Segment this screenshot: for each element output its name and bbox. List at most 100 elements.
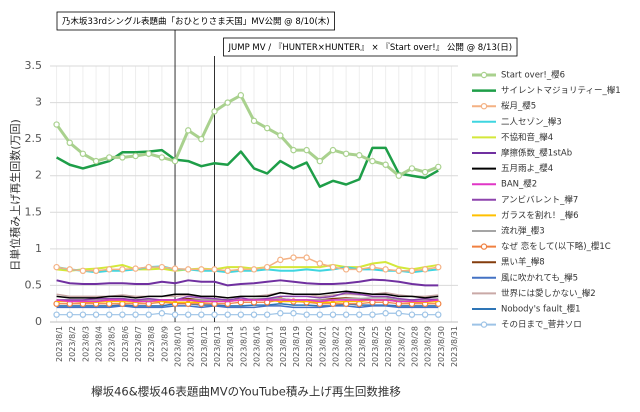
legend-label: ガラスを割れ！_欅6 (501, 210, 579, 221)
marker (237, 266, 245, 273)
marker (369, 157, 376, 165)
marker (66, 311, 73, 318)
marker (277, 256, 284, 264)
marker (145, 311, 152, 318)
x-tick-label: 2023/8/16 (253, 326, 262, 367)
legend-label: 流れ弾_櫻3 (501, 226, 545, 237)
marker (79, 267, 87, 274)
line-series (55, 146, 439, 188)
legend-label: 世界には愛しかない_欅2 (501, 288, 596, 299)
x-tick-label: 2023/8/19 (292, 326, 301, 367)
marker (224, 311, 231, 318)
legend-label: 摩擦係数_櫻1stAb (501, 148, 572, 159)
marker (171, 311, 179, 318)
marker (158, 263, 166, 271)
marker (119, 311, 126, 318)
marker (382, 161, 389, 168)
y-tick-label: 2.5 (25, 132, 43, 145)
line-series (56, 290, 439, 299)
marker (66, 266, 73, 273)
y-tick-label: 3 (35, 96, 42, 109)
marker (356, 266, 363, 273)
legend-label: アンビバレント_欅7 (501, 195, 578, 205)
legend-label: 五月雨よ_櫻4 (501, 163, 553, 174)
marker (106, 311, 113, 318)
marker (106, 154, 113, 161)
marker (250, 311, 258, 318)
x-tick-label: 2023/8/31 (450, 326, 459, 367)
legend-marker (480, 321, 488, 328)
marker (421, 168, 429, 176)
x-tick-label: 2023/8/14 (226, 326, 235, 367)
legend-label: 風に吹かれても_欅5 (501, 272, 578, 283)
x-tick-label: 2023/8/20 (305, 326, 314, 367)
marker (211, 266, 218, 273)
marker (316, 311, 324, 318)
x-tick-label: 2023/8/7 (134, 326, 143, 362)
y-tick-label: 3.5 (25, 59, 43, 72)
marker (316, 260, 324, 267)
x-tick-label: 2023/8/25 (371, 326, 380, 367)
marker (92, 267, 100, 274)
x-tick-label: 2023/8/23 (345, 326, 354, 367)
legend-marker (480, 243, 488, 250)
legend-label: その日まで_菅井ソロ (501, 319, 582, 330)
marker (250, 117, 258, 125)
x-tick-label: 2023/8/10 (174, 326, 183, 367)
marker (53, 311, 60, 318)
legend-marker (480, 71, 488, 79)
marker (237, 92, 245, 99)
marker (408, 165, 416, 172)
marker (382, 310, 389, 317)
marker (132, 265, 139, 272)
x-tick-label: 2023/8/3 (81, 326, 90, 362)
line-series (56, 299, 439, 303)
marker (184, 266, 192, 273)
y-axis-label: 日単位積み上げ再生回数(万回) (8, 119, 22, 271)
marker (106, 266, 113, 273)
annotation-text: 乃木坂33rdシングル表題曲「おひとりさま天国」MV公開 @ 8/10(木) (62, 16, 330, 27)
marker (277, 132, 284, 139)
legend-label: なぜ 恋をして(以下略)_櫻1C (501, 241, 611, 252)
marker (53, 121, 60, 128)
marker (369, 311, 376, 318)
marker (408, 311, 416, 318)
marker (369, 263, 376, 271)
marker (356, 311, 363, 318)
marker (329, 146, 337, 154)
marker (145, 263, 152, 271)
x-tick-label: 2023/8/18 (279, 326, 288, 367)
line-series (56, 305, 439, 309)
x-tick-label: 2023/8/2 (68, 326, 77, 362)
marker (435, 311, 442, 318)
y-tick-label: 0.5 (25, 278, 43, 291)
marker (316, 157, 324, 165)
x-tick-label: 2023/8/12 (200, 326, 209, 367)
chart-title: 欅坂46&櫻坂46表題曲MVのYouTube積み上げ再生回数推移 (91, 385, 401, 399)
marker (145, 150, 152, 157)
marker (53, 263, 60, 271)
legend-label: Start over!_櫻6 (501, 70, 565, 81)
marker (435, 163, 442, 171)
x-tick-label: 2023/8/6 (121, 326, 130, 362)
x-tick-label: 2023/8/9 (160, 326, 169, 362)
marker (263, 311, 271, 318)
annotation-box (223, 37, 518, 57)
marker (290, 310, 297, 317)
legend-label: 黒い羊_欅8 (501, 257, 545, 268)
marker (119, 154, 126, 161)
marker (79, 150, 87, 157)
legend-label: 二人セゾン_欅3 (501, 117, 562, 127)
legend-label: BAN_櫻2 (501, 179, 537, 190)
marker (211, 108, 218, 115)
legend-marker (480, 102, 488, 110)
marker (303, 146, 310, 154)
x-tick-label: 2023/8/30 (437, 326, 446, 367)
line-series (56, 261, 439, 272)
marker (92, 157, 100, 165)
legend-label: Nobody's fault_櫻1 (501, 304, 581, 315)
marker (132, 152, 139, 160)
y-tick-label: 2 (35, 169, 42, 182)
marker (329, 311, 337, 318)
